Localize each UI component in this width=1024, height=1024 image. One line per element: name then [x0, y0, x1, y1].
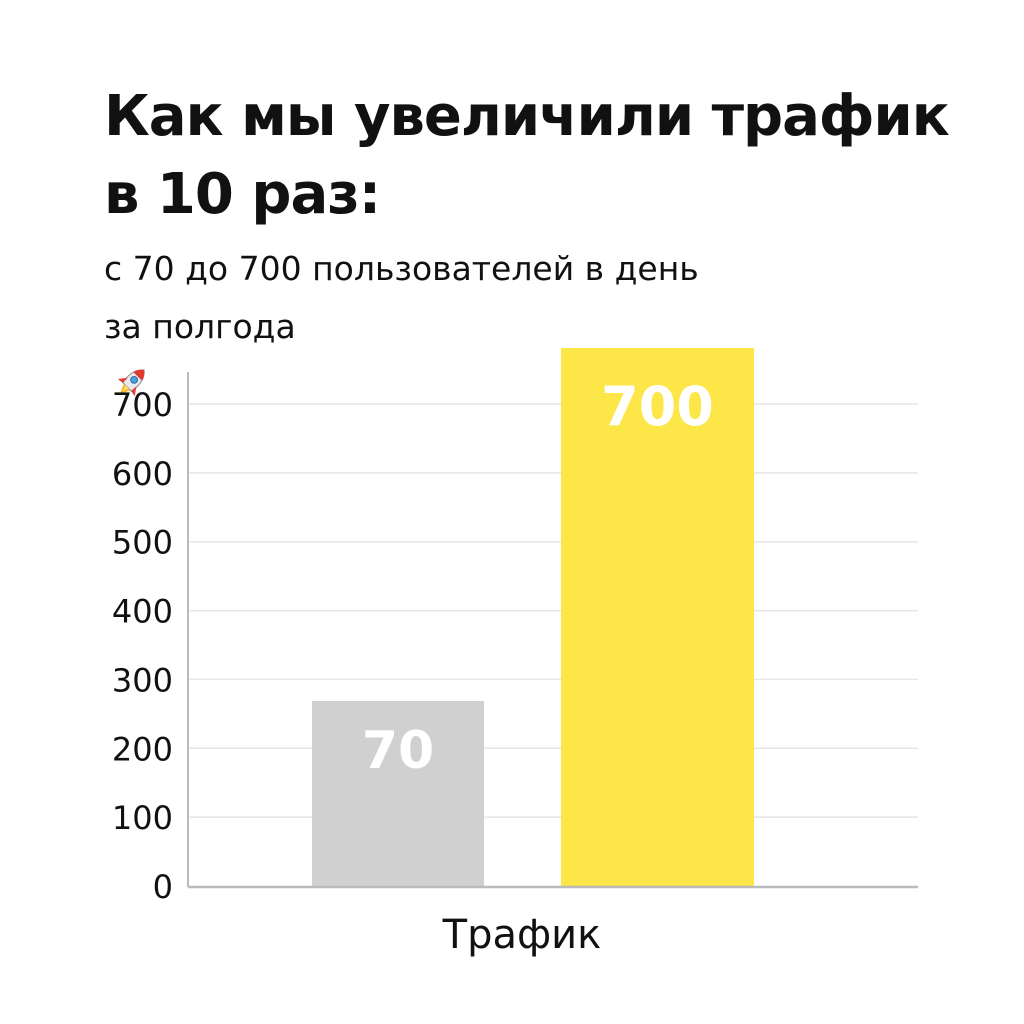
y-tick-label: 600 — [112, 455, 173, 493]
bar — [561, 348, 754, 886]
y-tick-label: 500 — [112, 524, 173, 562]
chart-subtitle: с 70 до 700 пользователей в день за полг… — [104, 240, 699, 414]
y-tick-label: 0 — [153, 868, 173, 906]
rocket-icon — [117, 369, 145, 397]
y-tick-label: 400 — [112, 593, 173, 631]
y-tick-label: 200 — [112, 730, 173, 768]
title-line-2: в 10 раз: — [104, 162, 381, 227]
bar-data-label: 70 — [362, 721, 434, 781]
y-tick-label: 300 — [112, 661, 173, 699]
y-tick-label: 100 — [112, 799, 173, 837]
bar-data-label: 700 — [601, 375, 714, 438]
y-tick-label: 700 — [112, 386, 173, 424]
title-line-1: Как мы увеличили трафик — [104, 84, 950, 149]
subtitle-line-2-text: за полгода — [104, 307, 296, 346]
chart-title: Как мы увеличили трафик в 10 раз: — [104, 78, 950, 234]
subtitle-line-2: за полгода — [104, 298, 699, 414]
subtitle-line-1: с 70 до 700 пользователей в день — [104, 249, 699, 288]
x-axis-category-label: Трафик — [442, 912, 602, 958]
bar — [312, 701, 484, 886]
